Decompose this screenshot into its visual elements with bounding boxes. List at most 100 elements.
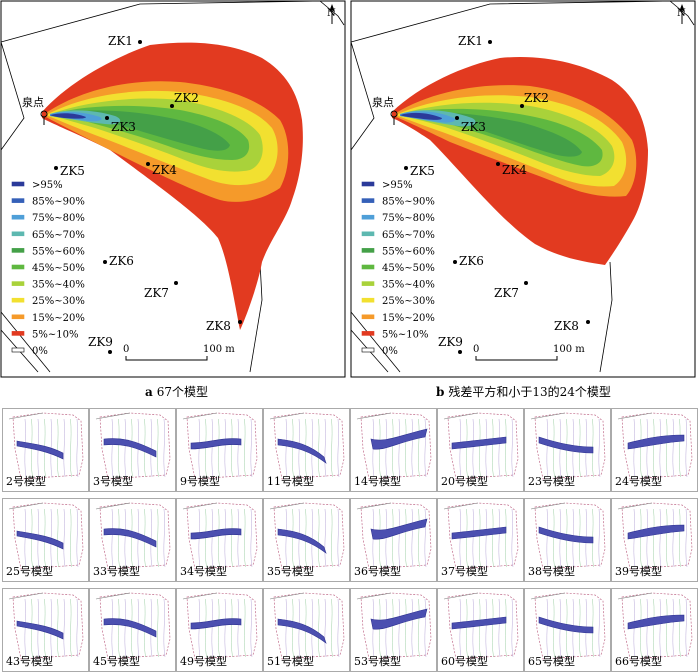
- model-label: 38号模型: [528, 565, 575, 578]
- borehole-zk8: ZK8: [554, 319, 590, 333]
- model-band: [277, 618, 327, 644]
- legend-item: 85%~90%: [11, 197, 85, 208]
- legend-item: 55%~60%: [361, 246, 435, 257]
- borehole-zk8: ZK8: [206, 319, 242, 333]
- model-cell: 35号模型: [263, 498, 350, 582]
- map-panel-a: [0, 0, 346, 378]
- model-band: [627, 434, 685, 450]
- model-cell: 20号模型: [437, 408, 524, 492]
- legend-item: 5%~10%: [361, 329, 428, 340]
- legend-item: >95%: [11, 180, 63, 191]
- model-cell: 9号模型: [176, 408, 263, 492]
- model-cell: 37号模型: [437, 498, 524, 582]
- north-arrow: N: [677, 4, 686, 24]
- legend-item: 25%~30%: [11, 296, 85, 307]
- borehole-zk1: ZK1: [108, 34, 142, 48]
- model-cell: 3号模型: [89, 408, 176, 492]
- borehole-label: ZK6: [459, 254, 484, 268]
- spring-point: 泉点: [22, 95, 48, 125]
- model-sketch: [443, 502, 519, 570]
- model-cell: 24号模型: [611, 408, 698, 492]
- scale-bar: 0 100 m: [473, 344, 585, 361]
- borehole-label: ZK3: [461, 120, 486, 134]
- legend: >95% 85%~90% 75%~80% 65%~70% 55%~60% 45%~50% 3…: [11, 180, 85, 357]
- model-band: [627, 614, 685, 630]
- model-cell: 25号模型: [2, 498, 89, 582]
- model-label: 60号模型: [441, 655, 488, 668]
- model-sketch: [356, 502, 432, 570]
- legend-label: 75%~80%: [32, 213, 85, 224]
- borehole-label: ZK4: [152, 163, 177, 177]
- legend-item: 45%~50%: [361, 263, 435, 274]
- legend-label: 25%~30%: [32, 296, 85, 307]
- legend-label: 0%: [32, 346, 48, 357]
- model-cell: 39号模型: [611, 498, 698, 582]
- legend-label: >95%: [32, 180, 63, 191]
- model-cell: 14号模型: [350, 408, 437, 492]
- model-cell: 53号模型: [350, 588, 437, 672]
- legend: >95% 85%~90% 75%~80% 65%~70% 55%~60% 45%~50% 3…: [361, 180, 435, 357]
- borehole-label: ZK3: [111, 120, 136, 134]
- model-band: [370, 428, 428, 450]
- borehole-label: ZK5: [410, 164, 435, 178]
- legend-label: 5%~10%: [32, 329, 78, 340]
- model-sketch: [443, 412, 519, 480]
- model-label: 14号模型: [354, 475, 401, 488]
- model-sketch: [269, 592, 345, 660]
- model-sketch: [8, 592, 84, 660]
- borehole-label: ZK2: [174, 91, 199, 105]
- borehole-label: ZK9: [438, 335, 463, 349]
- legend-label: 55%~60%: [32, 246, 85, 257]
- legend-label: 35%~40%: [382, 280, 435, 291]
- model-band: [451, 526, 507, 540]
- model-band: [370, 518, 428, 540]
- legend-item: 15%~20%: [11, 313, 85, 324]
- model-label: 51号模型: [267, 655, 314, 668]
- annotations-b: N 泉点 ZK1 ZK2 ZK3 ZK4 ZK5 ZK6 ZK7 ZK8 ZK9 >95% 85%~90…: [361, 4, 686, 361]
- caption-a-letter: a: [145, 385, 153, 399]
- borehole-zk3: ZK3: [105, 116, 136, 134]
- legend-label: 15%~20%: [32, 313, 85, 324]
- legend-item: >95%: [361, 180, 413, 191]
- caption-b-letter: b: [436, 385, 445, 399]
- borehole-zk6: ZK6: [103, 254, 134, 268]
- legend-label: 85%~90%: [32, 197, 85, 208]
- borehole-zk2: ZK2: [170, 91, 199, 108]
- borehole-label: ZK2: [524, 91, 549, 105]
- legend-item: 0%: [361, 346, 398, 357]
- model-sketch: [617, 412, 693, 480]
- north-label: N: [677, 8, 686, 19]
- model-sketch: [182, 592, 258, 660]
- legend-label: 45%~50%: [382, 263, 435, 274]
- model-cell: 65号模型: [524, 588, 611, 672]
- model-label: 11号模型: [267, 475, 314, 488]
- model-label: 23号模型: [528, 475, 575, 488]
- legend-item: 65%~70%: [361, 230, 435, 241]
- model-label: 35号模型: [267, 565, 314, 578]
- model-cell: 34号模型: [176, 498, 263, 582]
- borehole-zk9: ZK9: [438, 335, 463, 354]
- borehole-zk4: ZK4: [146, 162, 177, 177]
- model-band: [627, 524, 685, 540]
- model-band: [103, 528, 157, 548]
- borehole-label: ZK7: [494, 286, 519, 300]
- model-label: 20号模型: [441, 475, 488, 488]
- spring-label: 泉点: [372, 95, 394, 109]
- legend-label: 75%~80%: [382, 213, 435, 224]
- annotations-a: N 泉点 ZK1 ZK2 ZK3 ZK4 ZK5 ZK6 ZK7 ZK8 ZK9 >95% 85%~90…: [11, 4, 336, 361]
- model-band: [190, 438, 242, 450]
- map-panel-b: [350, 0, 696, 378]
- model-sketch: [269, 502, 345, 570]
- borehole-zk5: ZK5: [404, 164, 435, 178]
- borehole-label: ZK9: [88, 335, 113, 349]
- legend-label: 0%: [382, 346, 398, 357]
- model-cell: 38号模型: [524, 498, 611, 582]
- model-cell: 60号模型: [437, 588, 524, 672]
- legend-label: 65%~70%: [32, 230, 85, 241]
- model-sketch: [530, 412, 606, 480]
- north-arrow: N: [327, 4, 336, 24]
- legend-item: 45%~50%: [11, 263, 85, 274]
- caption-b: b 残差平方和小于13的24个模型: [436, 383, 611, 400]
- model-label: 39号模型: [615, 565, 662, 578]
- legend-item: 15%~20%: [361, 313, 435, 324]
